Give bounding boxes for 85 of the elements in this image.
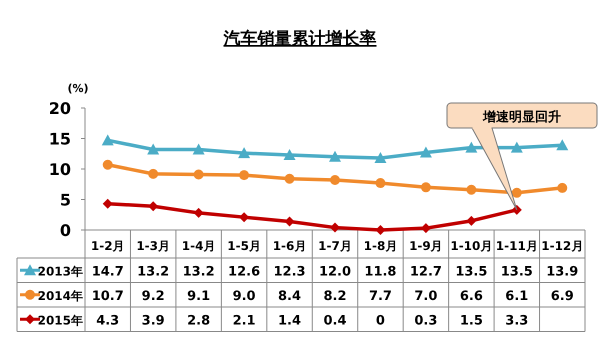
data-label: 13.9 [546, 264, 578, 280]
point [510, 142, 523, 153]
point [239, 170, 250, 180]
point [102, 160, 113, 170]
data-label: 2.8 [187, 313, 210, 328]
data-label: 12.6 [228, 264, 260, 280]
point [466, 216, 476, 226]
data-label: 1.4 [278, 313, 302, 328]
data-label: 0.4 [323, 313, 347, 328]
point [102, 198, 113, 209]
legend-label: 2015年 [38, 313, 83, 328]
point [375, 178, 386, 188]
point [330, 174, 340, 185]
data-label: 0 [376, 313, 385, 328]
data-label: 2.1 [232, 313, 256, 328]
data-label: 9.2 [142, 288, 165, 304]
data-label: 11.8 [364, 264, 396, 280]
data-label: 6.9 [550, 288, 574, 304]
x-tick-label: 1-6月 [272, 239, 306, 253]
legend-label: 2014年 [38, 288, 83, 303]
x-tick-label: 1-5月 [227, 239, 261, 253]
data-label: 13.5 [455, 264, 488, 280]
data-label: 12.0 [318, 264, 352, 280]
y-tick-label: 5 [60, 190, 71, 210]
point [512, 188, 522, 198]
point [465, 142, 478, 153]
x-tick-label: 1-8月 [364, 239, 398, 253]
point [556, 139, 568, 150]
point [374, 152, 386, 164]
data-label: 10.7 [92, 288, 124, 304]
data-label: 1.5 [460, 313, 483, 328]
point [557, 182, 568, 193]
point [239, 212, 250, 222]
point [284, 174, 295, 184]
x-tick-label: 1-4月 [182, 239, 216, 253]
data-label: 4.3 [96, 313, 120, 328]
data-label: 13.5 [500, 264, 533, 280]
data-label: 8.4 [278, 288, 302, 304]
y-tick-label: 10 [48, 160, 71, 179]
point [512, 204, 522, 215]
point [420, 182, 431, 192]
point [284, 148, 296, 160]
data-label: 12.3 [274, 264, 306, 280]
data-label: 9.0 [232, 288, 256, 304]
legend-label: 2013年 [38, 264, 83, 278]
point [147, 143, 160, 154]
data-label: 7.7 [368, 288, 392, 304]
point [330, 222, 340, 233]
y-axis-title: (%) [67, 82, 89, 95]
point [466, 184, 476, 195]
point [194, 169, 204, 180]
x-tick-label: 1-12月 [541, 239, 584, 253]
point [284, 216, 295, 226]
data-label: 14.7 [92, 264, 124, 280]
point [420, 146, 432, 158]
point [148, 168, 158, 179]
data-label: 0.3 [414, 313, 438, 328]
data-label: 8.2 [323, 288, 347, 304]
point [148, 201, 158, 212]
annotation: 增速明显回升 [482, 109, 561, 125]
data-label: 12.7 [410, 264, 442, 280]
data-label: 6.6 [460, 288, 483, 304]
data-label: 13.2 [182, 264, 215, 280]
data-label: 6.1 [505, 288, 528, 304]
point [420, 223, 431, 234]
x-tick-label: 1-3月 [136, 239, 170, 253]
y-tick-label: 0 [60, 221, 71, 240]
data-label: 3.3 [505, 313, 528, 328]
point [102, 134, 114, 146]
data-label: 7.0 [414, 288, 438, 304]
chart-title: 汽车销量累计增长率 [222, 29, 376, 49]
x-tick-label: 1-7月 [318, 239, 352, 253]
point [194, 208, 204, 218]
x-tick-label: 1-11月 [496, 239, 538, 253]
y-tick-label: 20 [48, 99, 71, 118]
point [238, 147, 250, 158]
x-tick-label: 1-10月 [450, 239, 492, 253]
x-tick-label: 1-2月 [90, 239, 125, 253]
y-tick-label: 15 [48, 130, 71, 148]
x-tick-label: 1-9月 [409, 239, 443, 253]
point [192, 143, 205, 154]
data-label: 3.9 [142, 313, 165, 328]
point [329, 150, 341, 162]
data-label: 9.1 [187, 288, 210, 304]
data-label: 13.2 [137, 264, 170, 280]
